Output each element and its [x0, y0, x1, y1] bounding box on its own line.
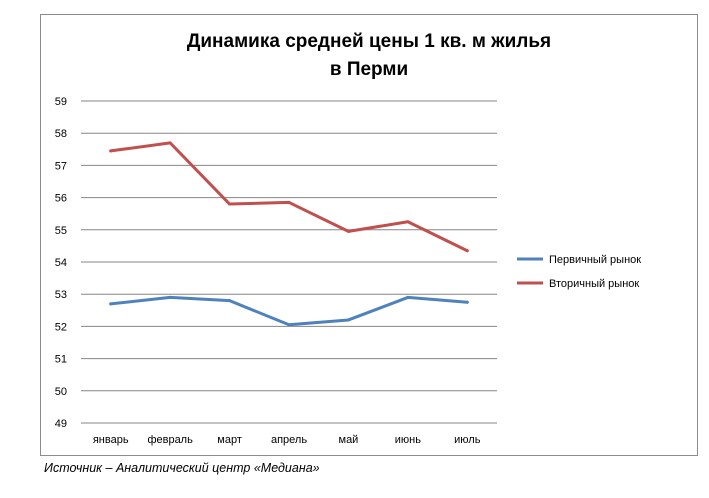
data-point — [406, 295, 410, 299]
y-tick-label: 51 — [55, 354, 67, 366]
data-point — [109, 302, 113, 306]
data-point — [406, 220, 410, 224]
y-tick-label: 59 — [55, 96, 67, 108]
data-point — [109, 149, 113, 153]
y-tick-label: 57 — [55, 160, 67, 172]
y-tick-label: 56 — [55, 193, 67, 205]
series-line-0 — [109, 295, 469, 327]
y-axis-ticks: 49 50 51 52 53 54 55 56 57 58 59 — [55, 96, 67, 430]
x-tick-label: январь — [93, 434, 129, 446]
chart-frame — [40, 14, 698, 456]
data-point — [287, 200, 291, 204]
chart-title-line2: в Перми — [329, 59, 409, 80]
legend-label: Вторичный рынок — [549, 278, 639, 290]
data-point — [168, 141, 172, 145]
chart-title-line1: Динамика средней цены 1 кв. м жилья — [186, 31, 552, 52]
data-point — [465, 300, 469, 304]
x-tick-label: май — [339, 434, 359, 446]
y-tick-label: 49 — [55, 418, 67, 430]
y-tick-label: 55 — [55, 225, 67, 237]
x-tick-label: июнь — [395, 434, 421, 446]
x-tick-label: март — [217, 434, 242, 446]
series-lines — [109, 141, 469, 327]
y-tick-label: 58 — [55, 128, 67, 140]
data-point — [228, 299, 232, 303]
legend: Первичный рынок Вторичный рынок — [517, 254, 641, 290]
source-note: Источник – Аналитический центр «Медиана» — [44, 461, 320, 475]
data-point — [465, 249, 469, 253]
grid — [81, 100, 497, 424]
x-tick-label: февраль — [147, 434, 193, 446]
data-point — [346, 229, 350, 233]
data-point — [346, 318, 350, 322]
x-axis-ticks: январь февраль март апрель май июнь июль — [93, 434, 481, 446]
data-point — [287, 323, 291, 327]
y-tick-label: 54 — [55, 257, 67, 269]
data-point — [168, 295, 172, 299]
x-tick-label: апрель — [271, 434, 307, 446]
legend-label: Первичный рынок — [549, 254, 641, 266]
data-point — [228, 202, 232, 206]
y-tick-label: 50 — [55, 386, 67, 398]
series-line-1 — [109, 141, 469, 253]
y-tick-label: 53 — [55, 289, 67, 301]
y-tick-label: 52 — [55, 321, 67, 333]
x-tick-label: июль — [454, 434, 481, 446]
chart-title: Динамика средней цены 1 кв. м жилья в Пе… — [40, 28, 698, 84]
